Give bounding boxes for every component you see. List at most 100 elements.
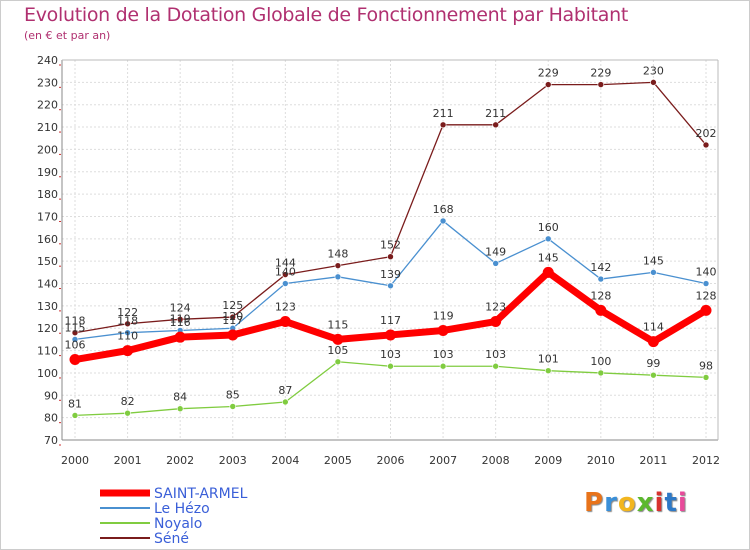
x-tick-label: 2001 [114, 454, 142, 467]
data-point-sene [71, 329, 79, 337]
y-tick-label: 100 [37, 367, 58, 380]
data-point-le-hezo [282, 280, 289, 287]
data-label-sene: 122 [117, 306, 138, 319]
y-tick-label: 140 [37, 278, 58, 291]
data-label-sene: 148 [327, 248, 348, 261]
data-label-sene: 230 [643, 64, 664, 77]
data-point-noyalo [124, 409, 131, 417]
data-label-saint-armel: 119 [433, 309, 454, 322]
x-tick-label: 2012 [692, 454, 720, 467]
data-point-noyalo [439, 362, 447, 370]
x-tick-label: 2010 [587, 454, 615, 467]
x-tick-label: 2006 [377, 454, 405, 467]
logo-letter: i [654, 488, 665, 518]
data-point-sene [176, 315, 184, 323]
logo-letter: x [636, 488, 655, 518]
data-point-le-hezo [492, 260, 499, 267]
data-label-sene: 125 [222, 299, 243, 312]
data-point-saint-armel [227, 329, 239, 341]
data-label-noyalo: 103 [380, 348, 401, 361]
y-tick-label: 70 [44, 434, 58, 447]
data-label-le-hezo: 115 [65, 321, 86, 334]
data-label-saint-armel: 117 [380, 314, 401, 327]
data-label-sene: 124 [170, 301, 191, 314]
data-point-sene [387, 253, 394, 261]
data-point-sene [650, 79, 657, 86]
legend-label-sene: Séné [154, 531, 189, 547]
data-label-le-hezo: 139 [380, 268, 401, 281]
data-label-sene: 152 [380, 239, 401, 252]
proxiti-logo: Proxiti [584, 488, 688, 518]
data-label-le-hezo: 118 [117, 315, 138, 328]
data-label-saint-armel: 123 [275, 301, 296, 314]
data-label-saint-armel: 115 [327, 318, 348, 331]
x-tick-label: 2000 [61, 454, 89, 467]
logo-letter: r [604, 488, 618, 518]
logo-letter: P [584, 488, 605, 518]
y-tick-label: 80 [44, 412, 58, 425]
data-point-le-hezo [650, 269, 657, 276]
y-tick-label: 190 [37, 166, 58, 179]
data-point-saint-armel [700, 304, 712, 316]
data-label-noyalo: 99 [646, 357, 660, 370]
data-point-noyalo [334, 358, 342, 366]
data-label-sene: 118 [65, 315, 86, 328]
y-tick-label: 230 [37, 76, 58, 89]
data-label-le-hezo: 140 [275, 266, 296, 279]
data-label-noyalo: 85 [226, 388, 240, 401]
data-point-sene [597, 81, 605, 88]
data-label-le-hezo: 160 [538, 221, 559, 234]
y-tick-label: 180 [37, 188, 58, 201]
y-tick-label: 120 [37, 322, 58, 335]
legend-label-saint-armel: SAINT-ARMEL [154, 486, 248, 502]
data-label-saint-armel: 145 [538, 251, 559, 264]
y-tick-label: 170 [37, 210, 58, 223]
data-point-saint-armel [437, 324, 449, 336]
data-label-le-hezo: 119 [170, 312, 191, 325]
data-point-sene [229, 313, 237, 321]
data-point-noyalo [544, 367, 552, 375]
data-label-saint-armel: 114 [643, 321, 664, 334]
data-label-sene: 144 [275, 257, 296, 270]
data-label-sene: 229 [590, 67, 611, 80]
x-tick-label: 2004 [271, 454, 299, 467]
data-label-noyalo: 101 [538, 353, 559, 366]
data-point-noyalo [282, 398, 289, 406]
data-point-sene [702, 141, 710, 149]
y-tick-label: 210 [37, 121, 58, 134]
data-label-sene: 211 [433, 107, 454, 120]
data-point-noyalo [387, 362, 394, 370]
data-point-saint-armel [69, 354, 81, 366]
data-label-saint-armel: 128 [590, 289, 611, 302]
page-subtitle: (en € et par an) [24, 29, 111, 42]
data-point-noyalo [176, 405, 184, 413]
data-label-noyalo: 81 [68, 397, 82, 410]
y-tick-label: 200 [37, 143, 58, 156]
data-point-le-hezo [334, 273, 342, 281]
data-label-noyalo: 100 [590, 355, 611, 368]
data-point-le-hezo [71, 336, 79, 343]
data-point-sene [334, 262, 342, 269]
data-label-saint-armel: 128 [696, 289, 717, 302]
x-tick-label: 2005 [324, 454, 352, 467]
y-tick-label: 240 [37, 54, 58, 67]
y-tick-label: 160 [37, 233, 58, 246]
y-tick-label: 90 [44, 389, 58, 402]
data-label-saint-armel: 116 [170, 316, 191, 329]
logo-letter: i [677, 488, 688, 518]
data-point-le-hezo [597, 275, 605, 283]
data-point-sene [439, 121, 447, 129]
data-label-sene: 229 [538, 67, 559, 80]
x-tick-label: 2002 [166, 454, 194, 467]
data-label-saint-armel: 110 [117, 330, 138, 343]
data-point-saint-armel [595, 304, 607, 316]
data-point-noyalo [650, 371, 657, 379]
data-point-saint-armel [647, 336, 659, 348]
data-point-sene [282, 271, 289, 278]
data-label-noyalo: 87 [278, 384, 292, 397]
x-tick-label: 2008 [482, 454, 510, 467]
data-label-le-hezo: 120 [222, 310, 243, 323]
legend-label-noyalo: Noyalo [154, 516, 202, 532]
data-point-le-hezo [387, 282, 394, 290]
